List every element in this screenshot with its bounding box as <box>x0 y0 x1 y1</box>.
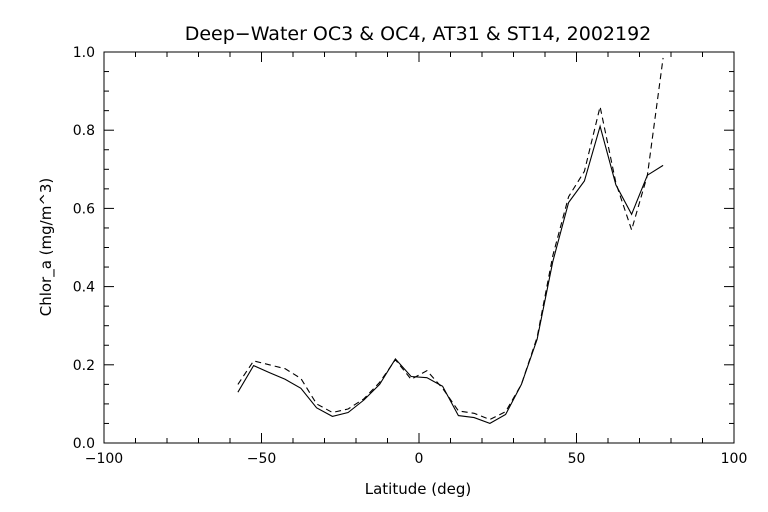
y-tick-label: 0.2 <box>73 358 95 374</box>
axis-ticks <box>103 51 735 444</box>
tick-labels: −100 −50 0 50 100 0.0 0.2 0.4 0.6 0.8 1.0 <box>73 45 748 467</box>
plot-frame <box>103 51 735 444</box>
x-tick-label: 0 <box>415 451 424 467</box>
series-group <box>237 57 664 425</box>
y-tick-label: 0.6 <box>73 201 95 217</box>
chart-title: Deep−Water OC3 & OC4, AT31 & ST14, 20021… <box>185 23 652 45</box>
x-tick-label: −100 <box>85 451 123 467</box>
y-tick-label: 0.8 <box>73 123 95 139</box>
x-tick-label: 100 <box>721 451 748 467</box>
y-axis-label: Chlor_a (mg/m^3) <box>37 178 56 317</box>
x-tick-label: 50 <box>568 451 586 467</box>
y-tick-label: 0.0 <box>73 436 95 452</box>
series-line-solid <box>237 124 664 425</box>
x-tick-label: −50 <box>247 451 277 467</box>
series-line-dashed <box>237 57 664 421</box>
x-axis-label: Latitude (deg) <box>365 480 471 498</box>
y-tick-label: 1.0 <box>73 45 95 61</box>
y-tick-label: 0.4 <box>73 280 95 296</box>
